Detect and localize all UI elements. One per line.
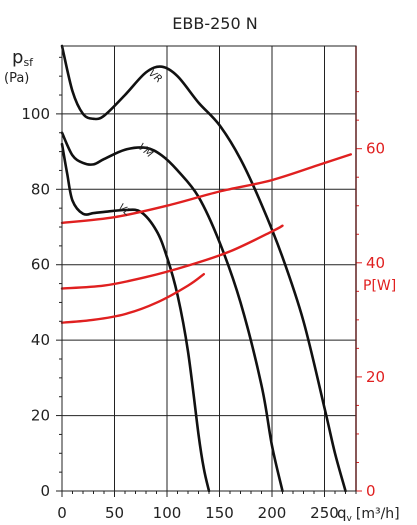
right-tick-label: 40 <box>366 254 385 272</box>
x-tick-label: 200 <box>258 504 287 522</box>
right-tick-label: 20 <box>366 368 385 386</box>
power-curve-vm <box>60 224 284 290</box>
y-axis-ticks: 0 20 40 60 80 100 <box>21 56 62 500</box>
y-tick-label: 0 <box>40 482 50 500</box>
x-axis-label: qv [m³/h] <box>337 504 400 524</box>
y-axis-symbol: p <box>12 47 23 68</box>
x-axis-symbol: q <box>337 504 347 522</box>
pressure-curve-vm <box>60 131 284 493</box>
y-axis-unit: (Pa) <box>4 71 29 86</box>
chart-title: EBB-250 N <box>172 14 257 33</box>
x-tick-label: 50 <box>105 504 124 522</box>
y-tick-label: 20 <box>31 407 50 425</box>
y-tick-label: 40 <box>31 331 50 349</box>
right-tick-label: 0 <box>366 482 376 500</box>
y-axis-subscript: sf <box>23 56 34 69</box>
grid <box>62 46 356 491</box>
right-tick-label: 60 <box>366 140 385 158</box>
x-tick-label: 0 <box>57 504 67 522</box>
x-tick-label: 100 <box>153 504 182 522</box>
right-axis-ticks: 0 20 40 60 <box>355 46 385 500</box>
power-curves <box>60 153 352 324</box>
y-tick-label: 80 <box>31 180 50 198</box>
plot-frame <box>61 45 357 492</box>
curve-label-vm: VM <box>136 142 155 161</box>
pressure-curve-vl <box>60 142 211 493</box>
x-axis-unit: [m³/h] <box>356 506 400 522</box>
y-tick-label: 100 <box>21 105 50 123</box>
pressure-curve-vr <box>60 44 347 493</box>
y-tick-label: 60 <box>31 256 50 274</box>
power-curve-vr <box>60 153 352 225</box>
power-curve-vl <box>60 273 205 324</box>
x-tick-label: 250 <box>310 504 339 522</box>
y-axis-label: psf <box>12 47 34 69</box>
x-axis-ticks: 0 50 100 150 200 250 <box>57 491 357 522</box>
x-axis-subscript: v <box>347 514 353 524</box>
pressure-curves <box>60 44 347 493</box>
right-axis-label: P[W] <box>363 278 396 294</box>
x-tick-label: 150 <box>205 504 234 522</box>
